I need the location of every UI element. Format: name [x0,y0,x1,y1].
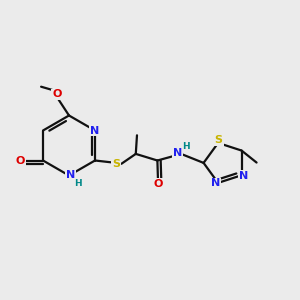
Text: H: H [182,142,189,151]
Text: H: H [74,179,82,188]
Text: S: S [215,135,223,145]
Text: N: N [211,178,220,188]
Text: O: O [52,89,62,100]
Text: S: S [112,159,120,169]
Text: N: N [90,125,100,136]
Text: N: N [66,170,75,181]
Text: N: N [239,171,249,181]
Text: O: O [16,155,25,166]
Text: O: O [153,179,163,189]
Text: N: N [173,148,182,158]
